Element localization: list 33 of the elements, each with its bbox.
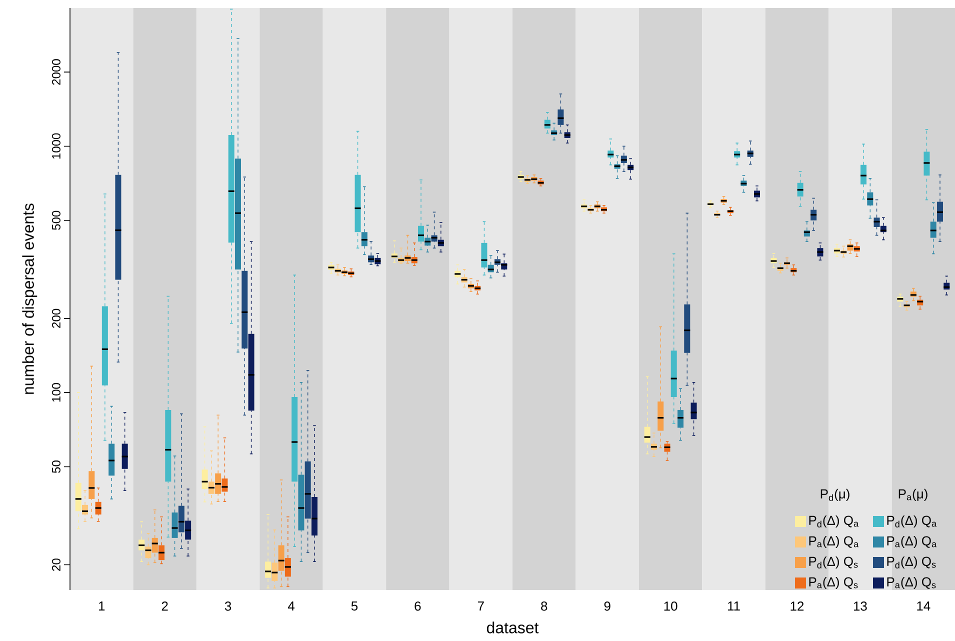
x-tick-label: 7 bbox=[478, 602, 484, 610]
annotation: P$_{d}$(μ) bbox=[820, 488, 850, 502]
x-tick-label: 1 bbox=[98, 602, 105, 610]
x-tick-label: 9 bbox=[604, 602, 610, 611]
y-tick-label: 1000 bbox=[52, 133, 60, 159]
x-axis-title: dataset bbox=[486, 622, 539, 634]
legend-label: P$_{a}$(Δ) Q$_{a}$ bbox=[887, 536, 937, 548]
x-tick-label: 14 bbox=[917, 602, 930, 610]
x-tick-label: 8 bbox=[541, 602, 548, 611]
x-tick-label: 6 bbox=[414, 602, 421, 611]
x-tick-label: 13 bbox=[854, 602, 867, 611]
legend-label: P$_{d}$(Δ) Q$_{a}$ bbox=[809, 515, 859, 528]
x-tick-label: 12 bbox=[790, 602, 804, 611]
legend-label: P$_{a}$(Δ) Q$_{s}$ bbox=[887, 576, 936, 590]
x-tick-label: 10 bbox=[664, 602, 678, 611]
annotation: P$_{a}$(μ) bbox=[898, 488, 928, 502]
x-tick-label: 11 bbox=[728, 602, 740, 610]
y-tick-label: 2000 bbox=[52, 59, 60, 85]
x-tick-label: 4 bbox=[288, 602, 294, 610]
legend-label: P$_{d}$(Δ) Q$_{a}$ bbox=[887, 515, 937, 528]
y-axis-title: number of dispersal events bbox=[22, 204, 38, 394]
y-tick-label: 500 bbox=[52, 210, 60, 230]
legend-label: P$_{d}$(Δ) Q$_{s}$ bbox=[809, 556, 858, 569]
x-tick-label: 2 bbox=[162, 602, 168, 611]
legend-label: P$_{a}$(Δ) Q$_{a}$ bbox=[809, 536, 859, 548]
legend-label: P$_{d}$(Δ) Q$_{s}$ bbox=[887, 556, 936, 569]
legend-label: P$_{a}$(Δ) Q$_{s}$ bbox=[809, 576, 858, 590]
x-tick-label: 5 bbox=[351, 602, 358, 611]
y-tick-label: 100 bbox=[52, 383, 60, 402]
y-tick-label: 200 bbox=[52, 308, 60, 328]
y-tick-label: 20 bbox=[52, 558, 60, 571]
y-tick-label: 50 bbox=[52, 460, 60, 473]
x-tick-label: 3 bbox=[224, 602, 232, 611]
